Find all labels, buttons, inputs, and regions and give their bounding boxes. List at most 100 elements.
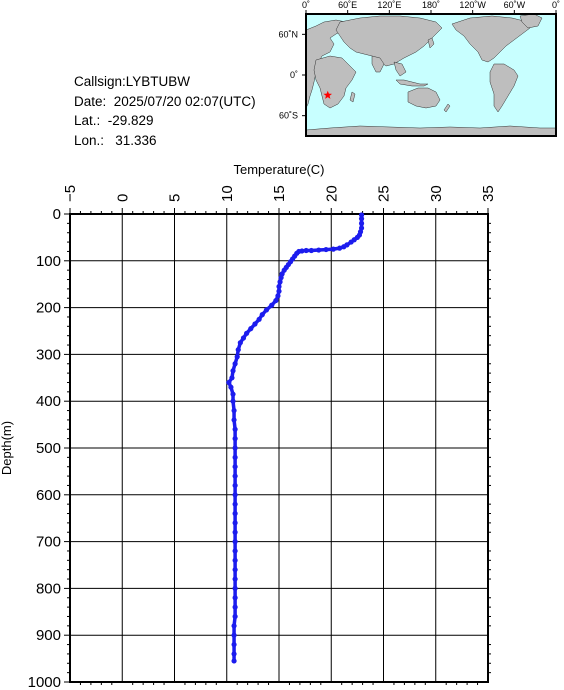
x-tick-label: 25 [376, 185, 393, 202]
data-point [230, 368, 236, 374]
x-axis-label: Temperature(C) [233, 162, 324, 177]
x-tick-label: −5 [62, 185, 79, 202]
japan-land [427, 37, 435, 49]
data-point [256, 316, 262, 322]
data-point [232, 585, 238, 592]
north-america-land [451, 15, 531, 63]
data-point [231, 632, 237, 638]
australia-land [407, 87, 441, 109]
data-point [275, 293, 281, 299]
data-point [277, 279, 283, 285]
asia-land [335, 15, 443, 67]
longitude-text: Lon.: 31.336 [74, 132, 157, 148]
map-lon-label: 120˚W [459, 0, 486, 10]
y-tick-label: 200 [36, 300, 61, 317]
map-lon-label: 180˚ [422, 0, 440, 10]
map-lat-label: 60˚S [279, 111, 298, 121]
data-point [234, 354, 240, 360]
callsign-text: Callsign:LYBTUBW [74, 74, 191, 89]
data-point [232, 436, 238, 442]
y-tick-label: 1000 [28, 674, 61, 690]
south-america-land [489, 63, 519, 113]
x-tick-label: 10 [219, 185, 236, 202]
data-point [232, 492, 238, 498]
y-tick-label: 800 [36, 580, 61, 597]
data-point [278, 275, 284, 281]
map-lat-label: 0˚ [290, 70, 298, 80]
map-lon-label: 120˚E [377, 0, 401, 10]
y-tick-label: 900 [36, 627, 61, 644]
x-tick-labels: −5 0 5 10 15 20 25 30 35 [62, 185, 497, 202]
africa-land [313, 55, 357, 109]
map-tick-marks [302, 10, 557, 117]
data-point [232, 520, 238, 526]
data-point [232, 595, 238, 601]
station-info: Callsign:LYBTUBW Date: 2025/07/20 02:07(… [74, 72, 256, 150]
data-point [231, 651, 237, 657]
x-tick-label: 20 [323, 185, 340, 202]
data-point [231, 407, 237, 414]
data-point [231, 641, 237, 648]
data-point [232, 426, 238, 432]
data-point [232, 361, 238, 367]
map-labels: 0˚ 60˚E 120˚E 180˚ 120˚W 60˚W 0˚ 60˚N 0˚ 60˚S [278, 0, 560, 121]
data-point [230, 391, 236, 397]
data-point [232, 445, 238, 451]
y-tick-labels: 0 100 200 300 400 500 600 700 800 900 1000 [28, 206, 61, 690]
data-point [269, 302, 275, 308]
data-point [358, 220, 365, 226]
data-point [316, 247, 322, 253]
map-landmasses [305, 13, 557, 137]
data-point [276, 288, 282, 294]
data-point [232, 501, 238, 507]
y-tick-label: 700 [36, 534, 61, 551]
data-point [235, 347, 241, 353]
y-tick-label: 500 [36, 440, 61, 457]
data-point [358, 216, 365, 222]
date-text: Date: 2025/07/20 02:07(UTC) [74, 93, 256, 109]
x-tick-label: 30 [428, 185, 445, 202]
data-point [230, 398, 236, 404]
data-point [248, 326, 254, 332]
y-tick-label: 300 [36, 346, 61, 363]
x-tick-label: 5 [167, 194, 184, 202]
data-point [232, 604, 238, 610]
location-star-icon [323, 90, 333, 99]
data-point [231, 417, 237, 423]
data-point [303, 247, 309, 254]
data-point [240, 335, 247, 341]
y-tick-label: 0 [53, 206, 61, 223]
map-lon-label: 0˚ [552, 0, 560, 10]
y-tick-label: 100 [36, 253, 61, 270]
data-point [232, 613, 238, 620]
y-tick-label: 600 [36, 487, 61, 504]
indonesia-land [395, 79, 429, 87]
map-marker-layer [323, 90, 333, 99]
data-point [231, 623, 237, 629]
map-lat-label: 60˚N [278, 29, 298, 39]
data-point [259, 312, 265, 318]
data-point [232, 567, 238, 573]
data-point [231, 658, 237, 664]
map-lon-label: 0˚ [302, 0, 310, 10]
data-point [323, 246, 329, 253]
data-series [226, 212, 365, 664]
data-point [232, 529, 238, 535]
data-point [348, 239, 354, 245]
data-point [337, 245, 343, 251]
latitude-text: Lat.: -29.829 [74, 113, 154, 128]
data-point [232, 539, 238, 545]
data-point [237, 340, 243, 346]
southeast-asia-land [393, 61, 407, 77]
data-point [232, 510, 238, 517]
data-point [226, 379, 232, 386]
data-point [308, 247, 314, 254]
data-point [232, 464, 238, 470]
data-point [232, 454, 238, 460]
data-point [228, 384, 234, 390]
map-lon-label: 60˚E [338, 0, 357, 10]
data-point [252, 321, 258, 327]
data-point [244, 330, 250, 336]
